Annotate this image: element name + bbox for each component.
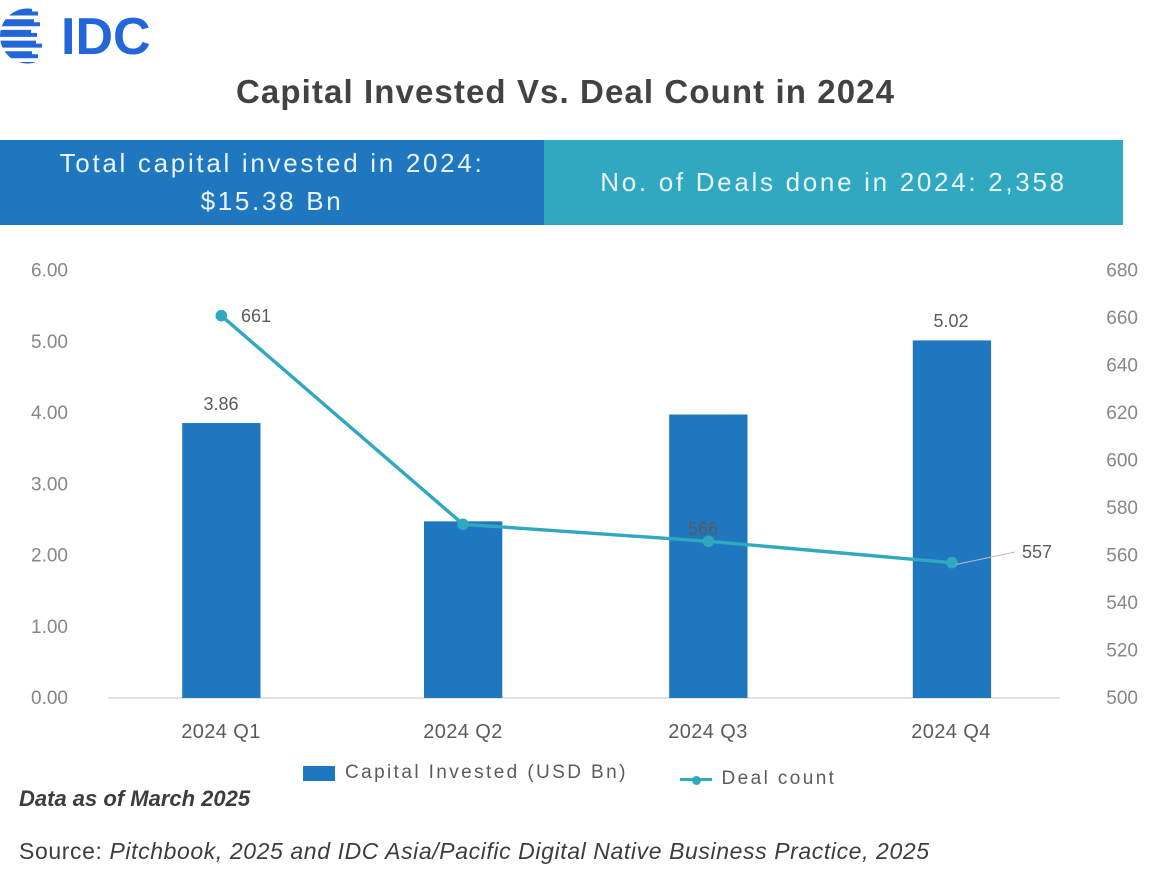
svg-text:560: 560 bbox=[1106, 546, 1138, 567]
svg-text:640: 640 bbox=[1106, 356, 1138, 377]
svg-text:1.00: 1.00 bbox=[31, 617, 68, 638]
svg-text:2024 Q3: 2024 Q3 bbox=[668, 721, 748, 743]
svg-text:IDC: IDC bbox=[61, 8, 151, 64]
svg-text:3.86: 3.86 bbox=[203, 394, 238, 414]
svg-text:5.00: 5.00 bbox=[31, 332, 68, 353]
svg-text:600: 600 bbox=[1106, 451, 1138, 472]
svg-text:680: 680 bbox=[1106, 261, 1138, 282]
svg-text:660: 660 bbox=[1106, 308, 1138, 329]
svg-text:3.00: 3.00 bbox=[31, 474, 68, 495]
svg-text:580: 580 bbox=[1106, 498, 1138, 519]
svg-text:620: 620 bbox=[1106, 403, 1138, 424]
svg-text:2024 Q1: 2024 Q1 bbox=[181, 721, 261, 743]
svg-text:4.00: 4.00 bbox=[31, 403, 68, 424]
svg-text:2.00: 2.00 bbox=[31, 546, 68, 567]
svg-text:661: 661 bbox=[241, 306, 271, 326]
svg-text:0.00: 0.00 bbox=[31, 688, 68, 709]
svg-text:500: 500 bbox=[1106, 688, 1138, 709]
svg-text:566: 566 bbox=[688, 519, 718, 539]
svg-text:540: 540 bbox=[1106, 593, 1138, 614]
svg-text:520: 520 bbox=[1106, 641, 1138, 662]
svg-text:2024 Q4: 2024 Q4 bbox=[911, 721, 991, 743]
svg-text:6.00: 6.00 bbox=[31, 261, 68, 282]
svg-text:557: 557 bbox=[1022, 542, 1052, 562]
svg-text:2024 Q2: 2024 Q2 bbox=[423, 721, 503, 743]
svg-text:5.02: 5.02 bbox=[933, 311, 968, 331]
